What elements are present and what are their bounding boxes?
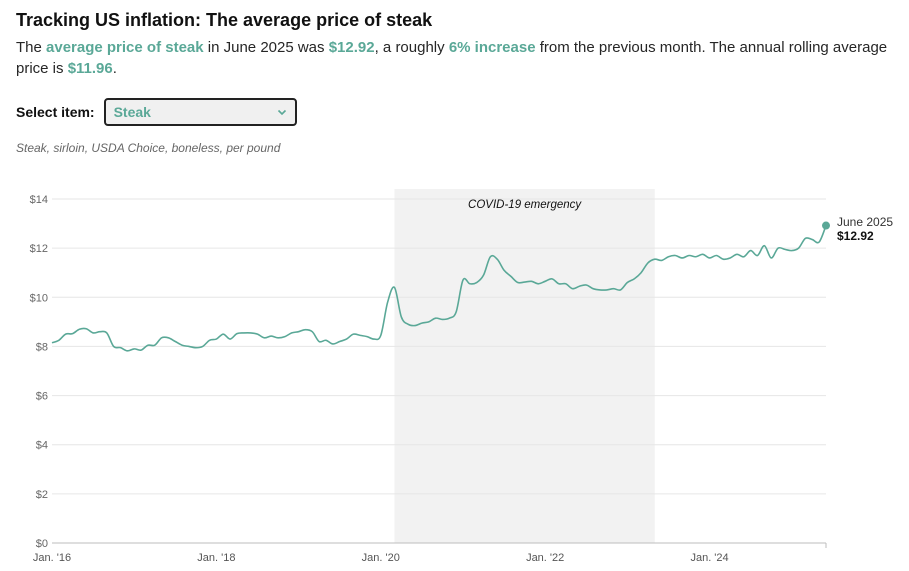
x-tick-label: Jan. '20 — [362, 552, 400, 564]
rolling-average: $11.96 — [67, 60, 113, 77]
select-value: Steak — [113, 104, 151, 120]
summary-part: in June 2025 was — [203, 39, 329, 56]
summary-part: . — [112, 60, 117, 77]
y-tick-label: $8 — [36, 341, 48, 353]
latest-date-label: June 2025 — [837, 215, 893, 229]
summary-part: from the previous month. The annual roll… — [16, 39, 888, 77]
y-tick-label: $2 — [36, 489, 48, 501]
steak-price-line — [51, 225, 827, 352]
x-tick-label: Jan. '24 — [690, 552, 728, 564]
y-tick-label: $14 — [30, 194, 48, 206]
y-tick-label: $0 — [36, 538, 48, 550]
x-tick-label: Jan. '16 — [33, 552, 71, 564]
y-tick-label: $4 — [36, 440, 48, 452]
monthly-change: 6% increase — [448, 39, 536, 56]
latest-point-marker[interactable] — [822, 221, 830, 230]
y-tick-label: $10 — [30, 292, 48, 304]
latest-value-label: $12.92 — [837, 229, 874, 243]
select-label: Select item: — [16, 104, 95, 120]
item-link[interactable]: average price of steak — [46, 39, 204, 56]
summary-part: , a roughly — [374, 39, 449, 56]
chevron-down-icon — [277, 109, 286, 116]
y-tick-label: $12 — [30, 243, 48, 255]
covid-annotation: COVID-19 emergency — [468, 199, 582, 211]
covid-shaded-region — [394, 189, 655, 543]
current-price: $12.92 — [328, 39, 375, 56]
x-tick-label: Jan. '22 — [526, 552, 564, 564]
summary-text: The average price of steak in June 2025 … — [16, 37, 906, 79]
y-tick-label: $6 — [36, 391, 48, 403]
item-select[interactable]: Steak — [103, 98, 297, 126]
item-selector-row: Select item: Steak — [16, 98, 297, 126]
x-tick-label: Jan. '18 — [197, 552, 235, 564]
summary-part: The — [16, 39, 47, 56]
page-title: Tracking US inflation: The average price… — [16, 10, 433, 30]
item-description: Steak, sirloin, USDA Choice, boneless, p… — [16, 141, 281, 155]
